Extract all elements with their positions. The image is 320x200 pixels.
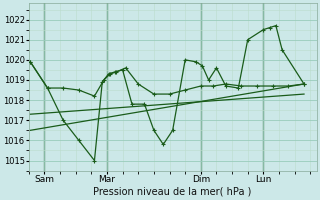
X-axis label: Pression niveau de la mer( hPa ): Pression niveau de la mer( hPa ) <box>93 187 252 197</box>
